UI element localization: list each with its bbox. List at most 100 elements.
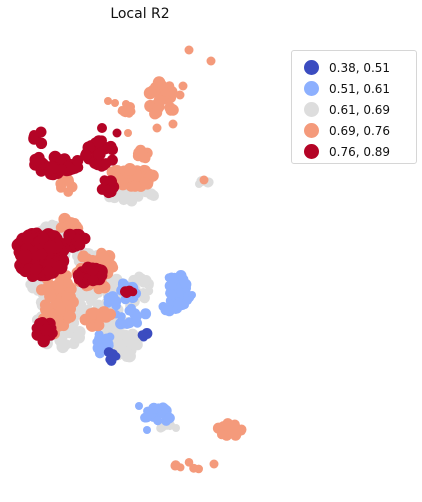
- map-point: [181, 301, 189, 309]
- map-point: [72, 270, 84, 282]
- map-point: [199, 175, 209, 185]
- map-point: [143, 86, 157, 100]
- map-point: [103, 347, 114, 358]
- map-point: [106, 144, 118, 156]
- map-point: [153, 416, 163, 426]
- map-point: [124, 285, 135, 296]
- map-point: [35, 248, 48, 260]
- map-point: [132, 311, 142, 322]
- map-point: [65, 229, 76, 240]
- map-point: [194, 464, 203, 474]
- map-point: [104, 183, 116, 194]
- map-point: [129, 180, 141, 192]
- map-point: [139, 288, 148, 297]
- map-point: [165, 105, 175, 115]
- map-point: [104, 97, 112, 105]
- map-point: [111, 99, 119, 107]
- map-point: [154, 104, 164, 114]
- map-point: [118, 194, 129, 206]
- map-point: [87, 274, 99, 287]
- map-point: [174, 288, 184, 298]
- map-point: [122, 100, 130, 108]
- map-point: [85, 262, 100, 276]
- map-point: [45, 161, 59, 175]
- map-point: [118, 106, 126, 114]
- map-point: [135, 402, 143, 410]
- legend-label: 0.61, 0.69: [329, 102, 391, 117]
- map-point: [123, 163, 137, 176]
- legend-swatch: [304, 60, 319, 75]
- legend: 0.38, 0.51 0.51, 0.61 0.61, 0.69 0.69, 0.76…: [291, 50, 417, 164]
- map-point: [105, 355, 114, 364]
- map-point: [63, 278, 73, 288]
- map-point: [126, 195, 138, 207]
- map-point: [184, 45, 194, 55]
- map-point: [99, 255, 112, 267]
- map-point: [91, 158, 104, 171]
- map-point: [96, 183, 108, 195]
- map-point: [145, 188, 157, 200]
- legend-label: 0.69, 0.76: [329, 123, 391, 138]
- map-point: [100, 158, 112, 169]
- map-point: [29, 153, 42, 166]
- map-point: [136, 148, 146, 157]
- map-point: [140, 294, 150, 304]
- map-point: [94, 330, 104, 339]
- map-point: [138, 276, 150, 288]
- map-point: [230, 421, 239, 431]
- map-point: [37, 232, 49, 245]
- map-point: [43, 240, 58, 255]
- map-point: [92, 337, 102, 347]
- map-point: [117, 312, 126, 321]
- map-point: [108, 275, 120, 287]
- map-point: [236, 426, 246, 436]
- map-point: [112, 128, 122, 138]
- map-point: [217, 429, 227, 440]
- map-point: [71, 155, 84, 167]
- map-point: [184, 458, 194, 467]
- map-point: [77, 251, 88, 263]
- map-point: [167, 272, 177, 283]
- legend-label: 0.51, 0.61: [329, 81, 391, 96]
- legend-item: 0.61, 0.69: [292, 99, 416, 120]
- map-point: [173, 298, 185, 310]
- map-title: Local R2: [110, 6, 170, 22]
- map-point: [164, 412, 175, 424]
- legend-swatch: [304, 102, 319, 117]
- map-point: [74, 239, 86, 251]
- map-point: [178, 81, 188, 91]
- map-point: [137, 330, 148, 340]
- legend-swatch: [304, 81, 319, 96]
- map-point: [93, 319, 105, 331]
- map-point: [40, 323, 53, 336]
- map-point: [111, 300, 121, 311]
- map-point: [153, 94, 166, 107]
- map-point: [115, 339, 127, 351]
- map-point: [21, 232, 34, 245]
- map-point: [97, 123, 107, 133]
- legend-item: 0.38, 0.51: [292, 57, 416, 78]
- map-point: [166, 289, 177, 300]
- map-point: [188, 291, 196, 299]
- map-point: [17, 249, 33, 265]
- map-point: [30, 263, 42, 276]
- legend-swatch: [304, 144, 319, 159]
- map-point: [124, 129, 132, 137]
- map-point: [111, 329, 122, 340]
- map-point: [32, 329, 43, 340]
- map-point: [55, 164, 68, 176]
- map-point: [179, 278, 189, 288]
- map-point: [55, 222, 67, 233]
- map-point: [175, 90, 185, 100]
- map-point: [62, 174, 74, 186]
- map-point: [29, 130, 39, 140]
- map-point: [112, 352, 121, 361]
- map-point: [101, 309, 112, 320]
- map-point: [139, 177, 151, 189]
- map-point: [43, 301, 53, 312]
- legend-label: 0.76, 0.89: [329, 144, 391, 159]
- map-point: [103, 298, 113, 308]
- map-point: [80, 149, 92, 162]
- map-point: [152, 123, 162, 133]
